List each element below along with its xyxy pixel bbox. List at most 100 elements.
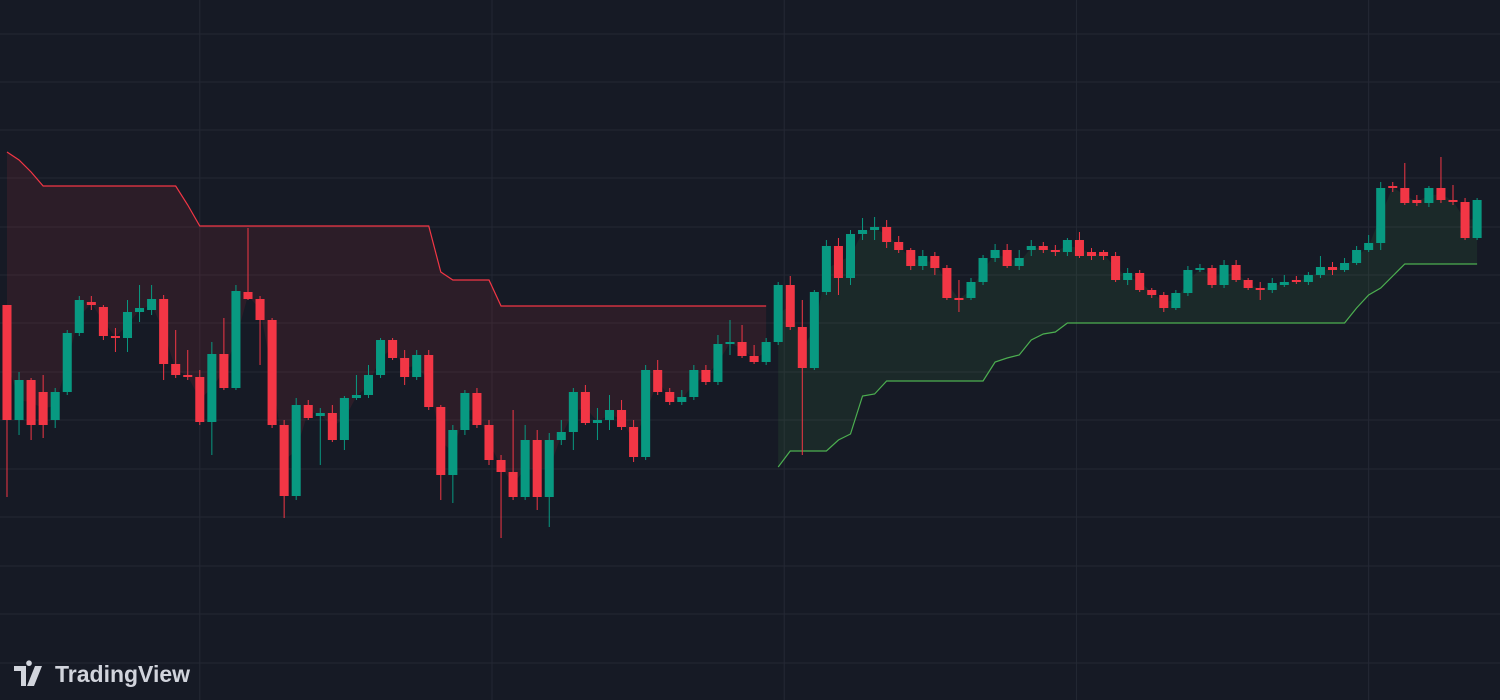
candle-body <box>1460 202 1470 238</box>
candle-body <box>1062 240 1072 252</box>
candle-body <box>930 256 940 268</box>
logo[interactable]: TradingView <box>14 660 190 687</box>
candle-body <box>1195 268 1205 270</box>
candle-body <box>833 246 843 278</box>
candle-body <box>845 234 856 278</box>
candle-body <box>1026 246 1036 250</box>
candle-body <box>858 230 868 234</box>
candle-body <box>496 460 506 472</box>
candle-body <box>1279 282 1289 285</box>
candle-body <box>617 410 627 427</box>
candle-body <box>1412 200 1422 203</box>
candle-body <box>821 246 831 292</box>
candle-body <box>1111 256 1121 280</box>
candle-body <box>279 425 289 496</box>
candle-body <box>737 342 747 356</box>
candle-body <box>1135 273 1145 290</box>
candle-body <box>641 370 651 457</box>
candle-body <box>1448 200 1458 202</box>
candle-body <box>785 285 795 327</box>
bands <box>6 151 1478 468</box>
candle-body <box>556 432 566 440</box>
candle-body <box>1472 200 1482 238</box>
candle-body <box>749 356 759 362</box>
candle-body <box>424 355 434 407</box>
candle-body <box>339 398 349 440</box>
candle-body <box>1231 265 1241 280</box>
candle-body <box>1424 188 1434 203</box>
candle-body <box>882 227 892 242</box>
candle-body <box>1243 280 1253 288</box>
candle-body <box>14 380 24 420</box>
candle-body <box>906 250 916 266</box>
candle-body <box>243 292 253 299</box>
candle-body <box>544 440 554 497</box>
logo-text: TradingView <box>55 661 190 687</box>
candle-body <box>74 300 84 333</box>
candle-body <box>195 377 205 422</box>
candle-body <box>412 355 422 377</box>
candle-body <box>26 380 36 425</box>
candle-body <box>2 305 12 420</box>
candle-body <box>1183 270 1193 293</box>
candle-body <box>773 285 783 342</box>
candle-body <box>978 258 988 282</box>
candle-body <box>327 413 337 440</box>
candle-body <box>1267 283 1277 290</box>
candle-body <box>62 333 72 392</box>
candles <box>2 157 1482 538</box>
candle-body <box>1340 263 1350 270</box>
supertrend-line <box>777 263 1478 468</box>
candle-body <box>1171 293 1181 308</box>
candle-body <box>894 242 904 250</box>
candle-body <box>725 342 735 344</box>
candle-body <box>376 340 386 375</box>
candle-body <box>1400 188 1410 203</box>
candle-body <box>1436 188 1446 200</box>
candle-body <box>653 370 663 392</box>
candle-body <box>1147 290 1157 295</box>
candle-body <box>351 395 361 398</box>
candle-body <box>400 358 410 377</box>
logo-icon <box>14 660 42 686</box>
candle-body <box>1086 252 1097 256</box>
candle-body <box>580 392 590 423</box>
candle-body <box>966 282 976 298</box>
candle-body <box>1352 250 1362 263</box>
candle-body <box>942 268 952 298</box>
candle-body <box>809 292 819 368</box>
band-fill <box>778 187 1478 467</box>
candle-body <box>219 354 229 388</box>
candle-body <box>990 250 1000 258</box>
candle-body <box>86 302 96 305</box>
candle-body <box>183 375 193 377</box>
candle-body <box>1327 267 1338 270</box>
candle-body <box>1099 252 1109 256</box>
candle-body <box>171 364 181 375</box>
candle-body <box>303 405 313 418</box>
candle-body <box>604 410 615 420</box>
candle-body <box>532 440 542 497</box>
candle-body <box>665 392 675 402</box>
supertrend-line <box>6 151 767 307</box>
candle-body <box>1315 267 1325 275</box>
candle-body <box>135 308 145 312</box>
candle-body <box>231 291 241 388</box>
candle-body <box>761 342 771 362</box>
candle-body <box>508 472 518 497</box>
candle-body <box>1207 268 1217 285</box>
candle-body <box>1038 246 1048 250</box>
candle-body <box>448 430 458 475</box>
candle-body <box>255 299 265 320</box>
candle-body <box>110 336 120 338</box>
candle-body <box>1255 288 1265 290</box>
candle-body <box>1159 295 1169 308</box>
candle-body <box>918 256 928 266</box>
candle-body <box>388 340 398 358</box>
candle-body <box>363 375 374 395</box>
candle-body <box>520 440 530 497</box>
candle-body <box>1376 188 1386 243</box>
candle-body <box>1291 280 1301 282</box>
